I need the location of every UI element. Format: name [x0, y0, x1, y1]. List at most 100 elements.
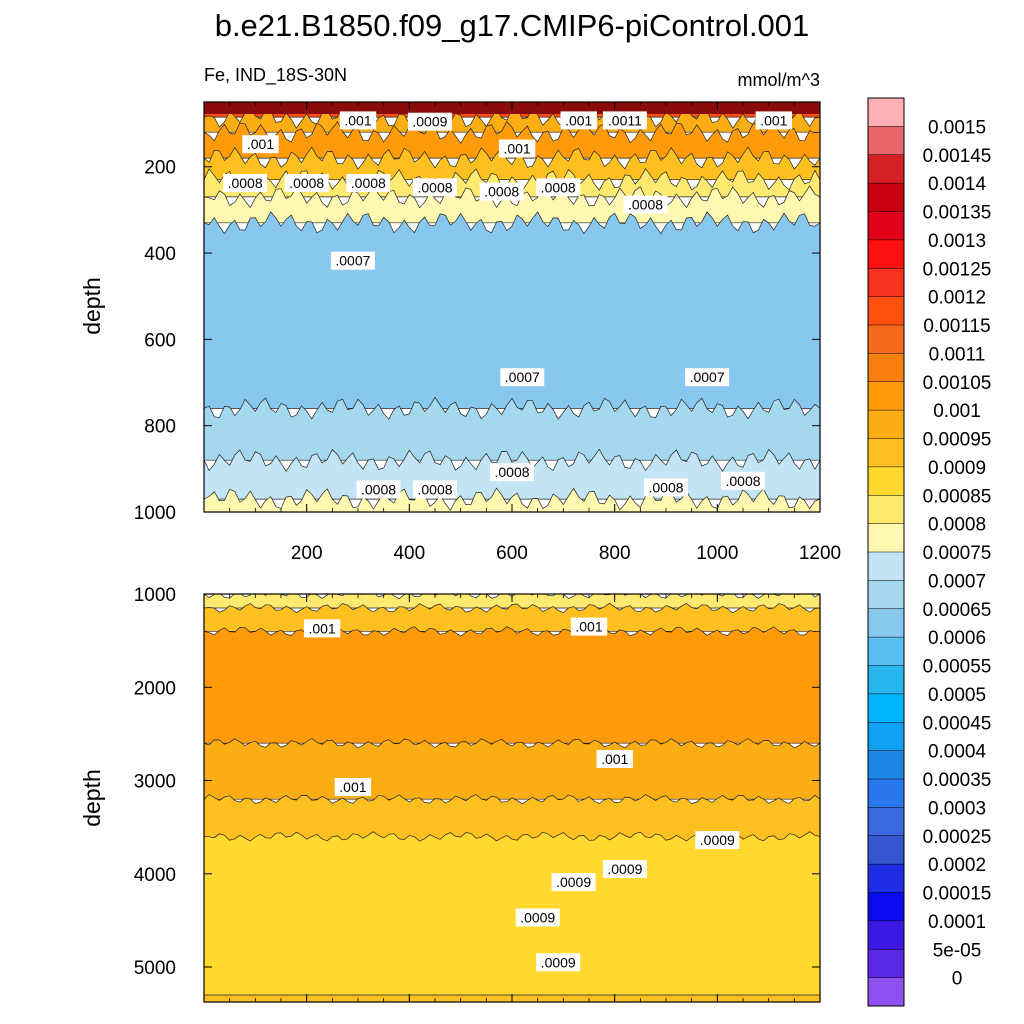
svg-text:.0008: .0008	[648, 479, 683, 495]
upper-panel: Fe, IND_18S-30N mmol/m^3 depth .001 .0009…	[79, 65, 841, 564]
y-tick-label: 2000	[134, 678, 176, 699]
x-tick-label: 800	[599, 543, 631, 564]
contour-label: .0008	[346, 174, 391, 192]
y-tick-label: 200	[144, 158, 176, 179]
svg-text:.0008: .0008	[541, 179, 576, 195]
colorbar-swatch	[868, 779, 904, 808]
colorbar-swatch	[868, 154, 904, 184]
chart-title: b.e21.B1850.f09_g17.CMIP6-piControl.001	[215, 8, 810, 43]
colorbar-label: 0.00085	[923, 486, 992, 507]
colorbar-label: 0.0005	[928, 685, 986, 706]
svg-text:.001: .001	[601, 751, 628, 767]
colorbar-swatch	[868, 325, 904, 354]
svg-text:.0008: .0008	[361, 481, 396, 497]
colorbar-swatch	[868, 665, 904, 695]
x-tick-label: 200	[291, 543, 323, 564]
contour-label: .0008	[413, 480, 457, 499]
svg-text:.0009: .0009	[520, 910, 555, 926]
contour-label: .0008	[490, 463, 534, 482]
contour-label: .0008	[284, 174, 329, 192]
colorbar-label: 0.00065	[923, 600, 992, 621]
colorbar-swatch	[868, 552, 904, 581]
colorbar-label: 0	[952, 969, 963, 990]
colorbar-label: 0.0003	[928, 798, 986, 819]
svg-text:.0007: .0007	[690, 369, 725, 385]
colorbar-swatch	[868, 580, 904, 610]
colorbar-swatch	[868, 495, 904, 525]
contour-label: .0008	[623, 195, 668, 214]
contour-label: .0008	[479, 182, 524, 201]
colorbar-label: 0.0009	[928, 458, 986, 479]
colorbar-swatch	[868, 523, 904, 553]
colorbar-label: 0.0013	[928, 231, 986, 252]
contour-label: .001	[498, 139, 536, 158]
colorbar-label: 5e-05	[933, 940, 982, 961]
colorbar-label: 0.00095	[923, 430, 992, 451]
colorbar-swatch	[868, 353, 904, 383]
svg-text:.0008: .0008	[725, 473, 760, 489]
svg-text:.001: .001	[339, 779, 366, 795]
contour-label: .0008	[356, 480, 401, 499]
colorbar-swatch	[868, 637, 904, 667]
y-tick-label: 5000	[134, 958, 176, 979]
lower-panel: depth .001 .001 .001 .001 .0009 .0009 .0009 .00…	[79, 585, 821, 1003]
svg-text:.0009: .0009	[412, 114, 447, 130]
colorbar: 0.0015 0.00145 0.0014 0.00135 0.0013 0.00125 0…	[867, 97, 992, 1007]
colorbar-swatch	[868, 438, 904, 468]
contour-band	[204, 602, 820, 632]
svg-text:.001: .001	[760, 112, 787, 128]
svg-text:.001: .001	[503, 141, 530, 157]
svg-text:.0009: .0009	[700, 832, 735, 848]
colorbar-label: 0.0006	[928, 628, 986, 649]
colorbar-swatch	[868, 381, 904, 411]
colorbar-swatch	[868, 239, 904, 269]
svg-text:.0009: .0009	[541, 954, 576, 970]
colorbar-label: 0.0008	[928, 515, 986, 536]
colorbar-label: 0.00145	[923, 146, 992, 167]
colorbar-label: 0.001	[933, 401, 981, 422]
contour-label: .0009	[536, 953, 581, 972]
svg-text:.0009: .0009	[556, 874, 591, 890]
contour-label: .0009	[602, 860, 647, 878]
svg-text:.0008: .0008	[417, 179, 452, 195]
svg-text:.0008: .0008	[484, 184, 519, 200]
colorbar-swatch	[868, 183, 904, 213]
colorbar-swatch	[868, 608, 904, 638]
contour-label: .001	[339, 111, 377, 130]
contour-label: .001	[755, 111, 792, 130]
colorbar-swatch	[868, 268, 904, 298]
contour-band	[204, 831, 820, 996]
svg-text:.0008: .0008	[628, 197, 663, 213]
y-tick-label: 600	[144, 330, 176, 351]
y-tick-label: 1000	[134, 585, 176, 606]
colorbar-swatch	[868, 693, 904, 723]
colorbar-swatch	[868, 920, 904, 950]
svg-text:.0007: .0007	[335, 253, 370, 269]
contour-label: .0009	[515, 908, 560, 927]
colorbar-label: 0.0012	[928, 288, 986, 309]
contour-band	[204, 396, 820, 461]
svg-text:.001: .001	[344, 112, 371, 128]
colorbar-swatch	[868, 750, 904, 780]
colorbar-label: 0.00115	[923, 316, 990, 337]
colorbar-label: 0.0002	[928, 855, 986, 876]
contour-label: .001	[560, 111, 597, 130]
colorbar-label: 0.0011	[929, 344, 986, 365]
contour-label: .001	[596, 750, 633, 768]
colorbar-label: 0.00035	[923, 770, 992, 791]
colorbar-swatch	[868, 977, 904, 1007]
svg-text:.001: .001	[565, 112, 592, 128]
svg-text:.0008: .0008	[351, 175, 386, 191]
contour-label: .0009	[695, 831, 740, 850]
colorbar-label: 0.00015	[923, 884, 992, 905]
svg-text:.0008: .0008	[494, 464, 529, 480]
colorbar-swatch	[868, 892, 904, 922]
colorbar-label: 0.0001	[928, 912, 986, 933]
colorbar-swatch	[868, 722, 904, 752]
svg-text:.0009: .0009	[607, 861, 642, 877]
colorbar-label: 0.00075	[923, 543, 992, 564]
colorbar-label: 0.0014	[928, 174, 987, 195]
contour-label: .0009	[407, 112, 452, 131]
contour-label: .001	[303, 619, 341, 638]
